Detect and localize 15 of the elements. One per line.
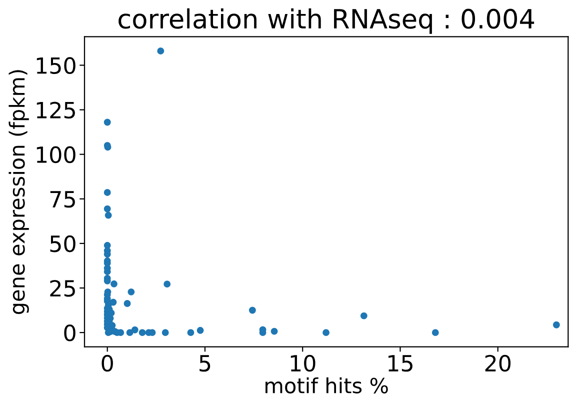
- y-tick-label: 75: [50, 191, 75, 208]
- x-tick-label: 15: [388, 355, 412, 372]
- y-tick-label: 25: [50, 280, 75, 297]
- x-axis-title: motif hits %: [266, 377, 388, 394]
- y-axis-title: gene expression (fpkm): [8, 70, 29, 314]
- y-tick-label: 150: [36, 57, 76, 74]
- y-tick-label: 125: [36, 102, 75, 119]
- x-tick-label: 5: [200, 355, 210, 372]
- y-tick-label: 50: [50, 235, 76, 252]
- y-tick-label: 100: [36, 146, 76, 164]
- chart-title: correlation with RNAseq : 0.004: [118, 8, 534, 34]
- x-tick-label: 20: [485, 354, 511, 372]
- x-tick-label: 0: [102, 354, 113, 372]
- x-tick-label: 10: [290, 354, 316, 372]
- y-tick-label: 0: [64, 324, 76, 342]
